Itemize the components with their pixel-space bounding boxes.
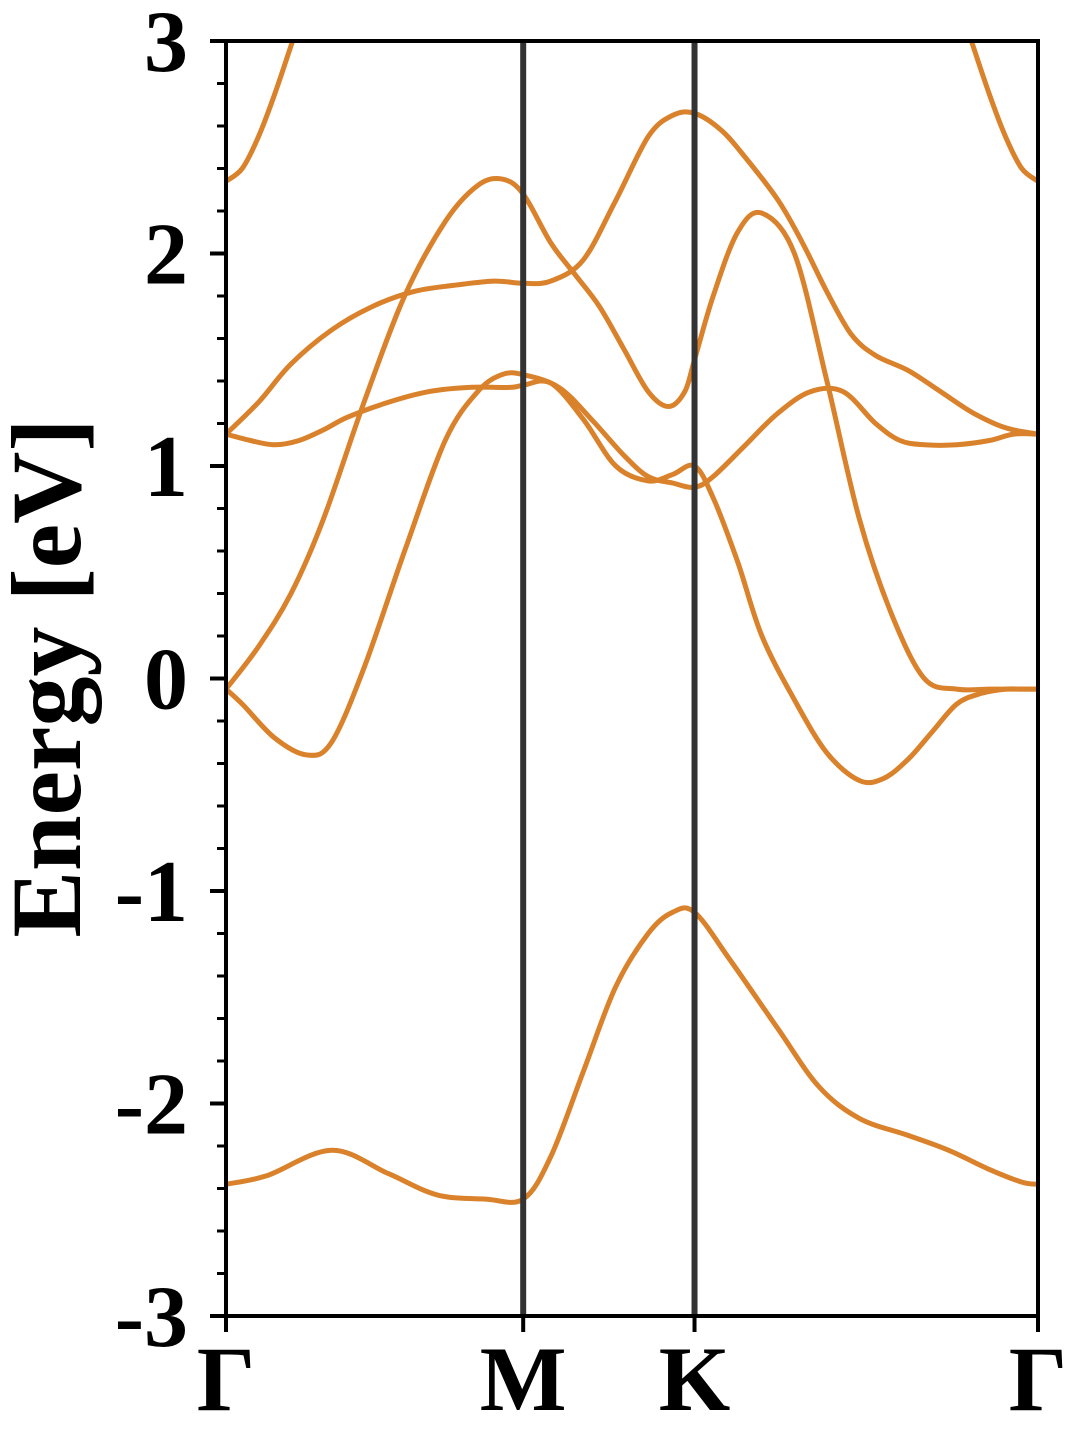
band-line-4	[226, 378, 1038, 786]
y-tick-label: 3	[144, 0, 188, 91]
band-line-3	[226, 176, 1038, 693]
y-tick-label: -1	[115, 844, 188, 941]
x-tick-label: K	[659, 1328, 731, 1430]
y-tick-label: 1	[144, 419, 188, 516]
band-line-1	[226, 905, 1038, 1205]
y-axis-label: Energy [eV]	[0, 418, 102, 937]
band-lines	[226, 41, 1038, 1205]
x-tick-label: Γ	[197, 1328, 256, 1430]
band-line-5	[226, 109, 1038, 437]
y-tick-label: -2	[115, 1057, 188, 1154]
high-symmetry-lines	[520, 41, 698, 1316]
axes-frame	[224, 39, 1040, 1318]
band-line-6	[968, 41, 1038, 184]
x-tick-label: Γ	[1009, 1328, 1068, 1430]
y-ticks: -3 -2 -1 0 1 2 3	[115, 0, 226, 1366]
x-tick-label: M	[480, 1328, 567, 1430]
y-tick-label: 0	[144, 632, 188, 729]
band-line-2	[226, 370, 1038, 758]
band-line-7	[226, 41, 296, 184]
y-tick-label: 2	[144, 207, 188, 304]
y-tick-label: -3	[115, 1269, 188, 1366]
plot-axes	[224, 39, 1040, 1318]
